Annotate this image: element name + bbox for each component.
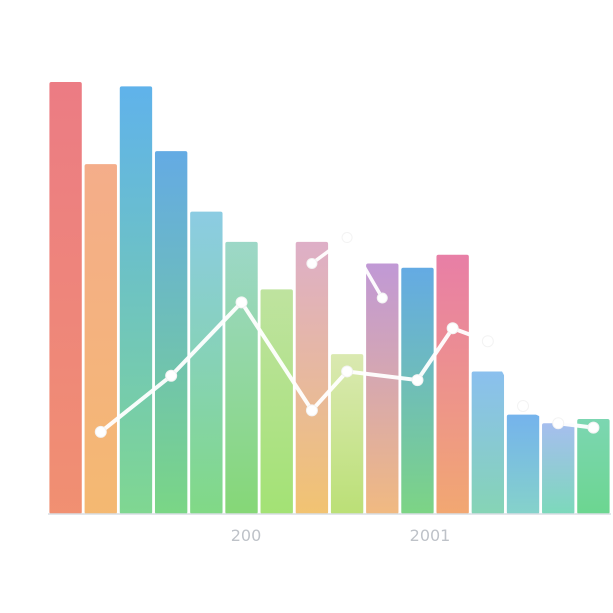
bar-6: [225, 241, 258, 514]
series-point-1-7: [446, 322, 459, 335]
bar-15: [542, 423, 575, 514]
bars-layer: [49, 82, 610, 515]
series-point-1-4: [305, 404, 318, 417]
series-point-2-1: [306, 257, 318, 269]
bar-5: [190, 211, 223, 514]
series-point-1-3: [235, 296, 248, 309]
series-point-1-1: [94, 425, 107, 438]
bar-1: [49, 82, 82, 514]
bar-2: [84, 164, 117, 514]
series-point-1-10: [552, 417, 565, 430]
series-point-2-3: [376, 292, 388, 304]
series-point-1-5: [341, 365, 354, 378]
x-tick-label-1: 200: [231, 526, 262, 545]
bar-13: [471, 371, 505, 514]
bar-14: [506, 414, 540, 514]
x-tick-label-2: 2001: [410, 526, 451, 545]
axis-layer: 200 2001: [48, 513, 611, 545]
bar-12: [436, 254, 469, 515]
series-point-1-2: [165, 369, 178, 382]
bar-3: [119, 86, 153, 514]
series-point-1-11: [587, 421, 600, 434]
lines-layer: [94, 232, 600, 438]
series-point-1-8: [481, 335, 494, 348]
bar-7: [260, 289, 293, 514]
series-point-1-9: [517, 400, 530, 412]
series-point-1-6: [411, 374, 424, 387]
series-point-2-2: [341, 232, 353, 244]
bar-11: [401, 267, 434, 514]
bar-10: [366, 263, 399, 514]
bar-16: [577, 418, 610, 514]
bar-8: [295, 241, 329, 514]
bar-4: [154, 151, 188, 514]
bar-9: [330, 354, 364, 514]
